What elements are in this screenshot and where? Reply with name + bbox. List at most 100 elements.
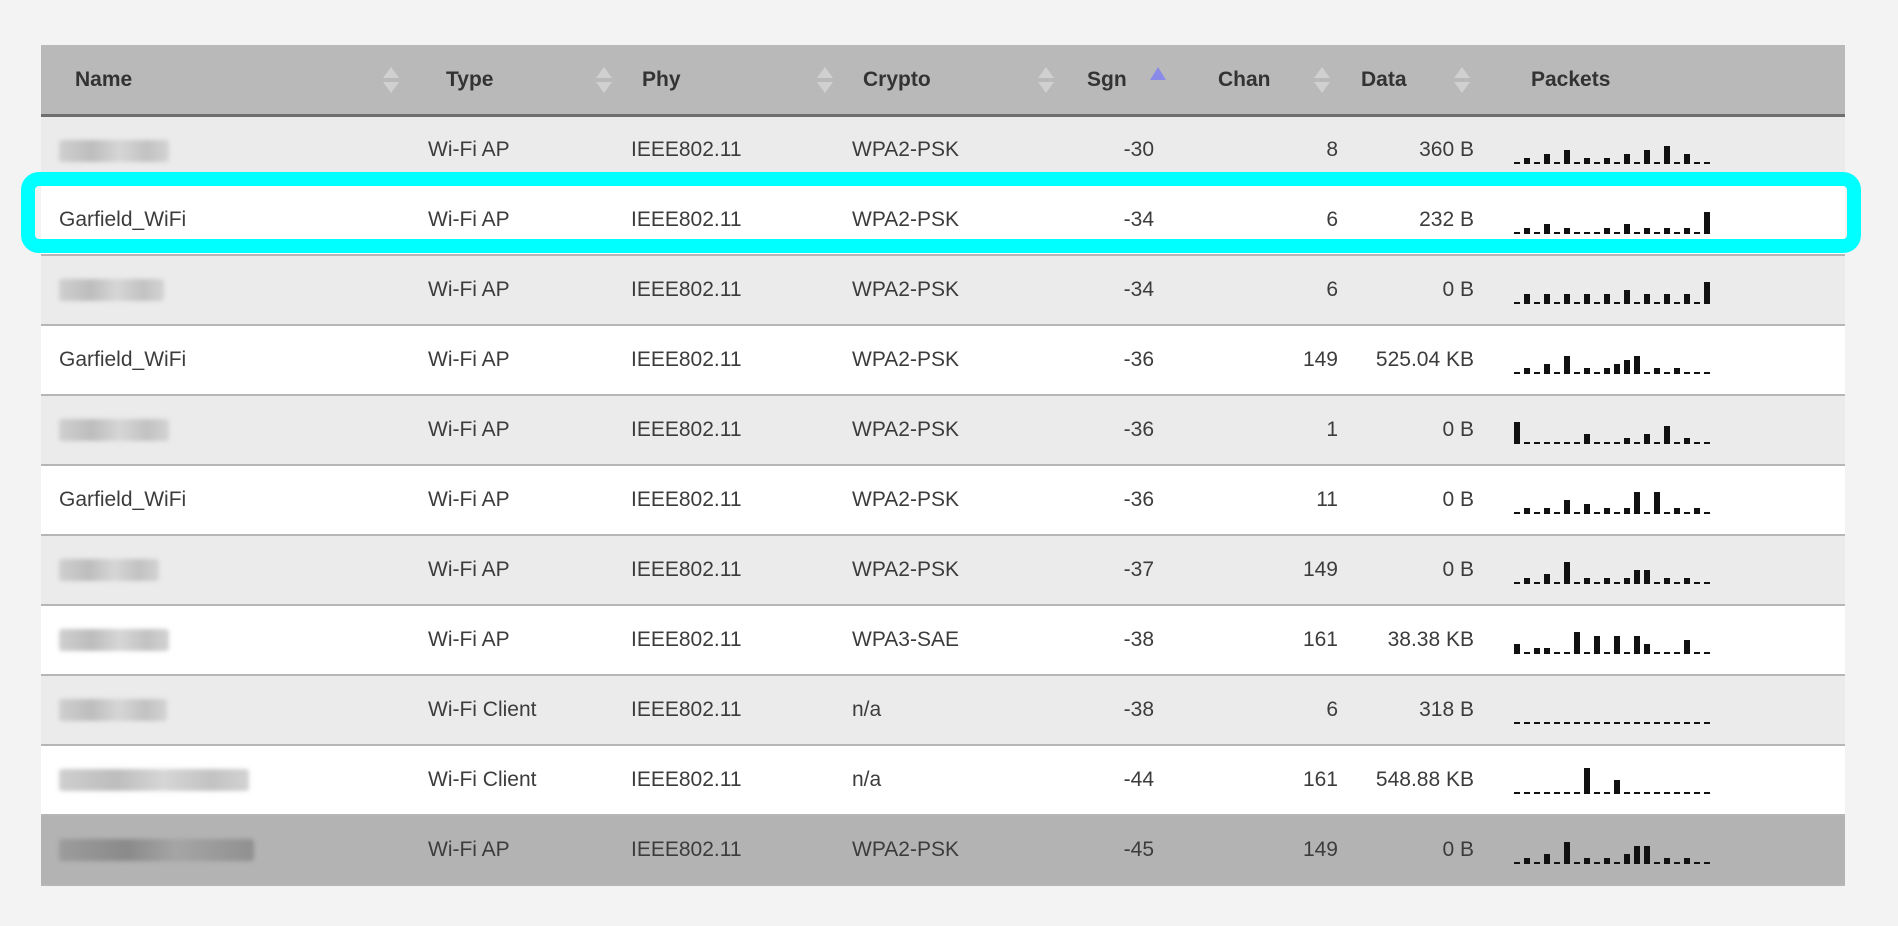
packet-baseline-tick xyxy=(1604,442,1610,444)
devices-table-wrapper: Name Type Phy Crypto Sgn xyxy=(21,45,1861,886)
table-row[interactable]: Wi-Fi AP IEEE802.11 WPA3-SAE -38 161 38.38 KB xyxy=(41,605,1845,675)
cell-name xyxy=(41,395,406,465)
packet-baseline-tick xyxy=(1554,372,1560,374)
packet-baseline-tick xyxy=(1684,372,1690,374)
packet-bar xyxy=(1584,578,1590,584)
packet-baseline-tick xyxy=(1674,792,1680,794)
column-header-phy[interactable]: Phy xyxy=(625,45,846,117)
obscured-name xyxy=(59,629,169,652)
sort-ascending-icon[interactable] xyxy=(1150,67,1166,80)
column-header-sgn[interactable]: Sgn xyxy=(1067,45,1203,117)
packet-baseline-tick xyxy=(1634,162,1640,165)
packet-bar xyxy=(1624,360,1630,374)
packet-baseline-tick xyxy=(1664,792,1670,794)
column-header-label: Data xyxy=(1361,68,1407,91)
cell-name xyxy=(41,745,406,815)
packet-bar xyxy=(1654,368,1660,374)
packet-bar xyxy=(1634,570,1640,584)
packet-bar xyxy=(1584,294,1590,304)
cell-channel: 161 xyxy=(1302,768,1338,791)
cell-crypto: WPA2-PSK xyxy=(852,348,959,371)
packet-bar xyxy=(1674,368,1680,374)
column-header-crypto[interactable]: Crypto xyxy=(846,45,1067,117)
packet-bar xyxy=(1634,356,1640,374)
packet-baseline-tick xyxy=(1604,792,1610,794)
packet-baseline-tick xyxy=(1514,372,1520,374)
table-row[interactable]: Wi-Fi Client IEEE802.11 n/a -44 161 548.88 KB xyxy=(41,745,1845,815)
cell-data: 0 B xyxy=(1442,488,1474,511)
packet-baseline-tick xyxy=(1564,442,1570,444)
sort-icon[interactable] xyxy=(1038,65,1054,97)
packet-bar xyxy=(1664,578,1670,584)
cell-data: 0 B xyxy=(1442,278,1474,301)
cell-packets xyxy=(1501,185,1845,255)
packet-baseline-tick xyxy=(1614,442,1620,444)
column-header-data[interactable]: Data xyxy=(1351,45,1501,117)
cell-signal: -34 xyxy=(1123,278,1154,301)
column-header-label: Crypto xyxy=(863,68,931,91)
packet-baseline-tick xyxy=(1614,722,1620,724)
packet-baseline-tick xyxy=(1514,722,1520,724)
packet-baseline-tick xyxy=(1704,582,1710,584)
packet-baseline-tick xyxy=(1594,372,1600,374)
cell-signal: -36 xyxy=(1123,488,1154,511)
packet-bar xyxy=(1574,632,1580,654)
packet-bar xyxy=(1544,574,1550,584)
cell-data: 0 B xyxy=(1442,558,1474,581)
cell-crypto: WPA2-PSK xyxy=(852,418,959,441)
column-header-packets[interactable]: Packets xyxy=(1501,45,1845,117)
packet-baseline-tick xyxy=(1674,162,1680,165)
packet-baseline-tick xyxy=(1514,512,1520,514)
packet-bar xyxy=(1664,294,1670,304)
column-header-type[interactable]: Type xyxy=(406,45,625,117)
table-row[interactable]: Wi-Fi AP IEEE802.11 WPA2-PSK -36 1 0 B xyxy=(41,395,1845,465)
table-row[interactable]: Wi-Fi AP IEEE802.11 WPA2-PSK -34 6 0 B xyxy=(41,255,1845,325)
table-row[interactable]: Garfield_WiFi Wi-Fi AP IEEE802.11 WPA2-PSK -… xyxy=(41,185,1845,255)
cell-packets xyxy=(1501,535,1845,605)
table-row[interactable]: Wi-Fi AP IEEE802.11 WPA2-PSK -30 8 360 B xyxy=(41,115,1845,185)
table-row[interactable]: Wi-Fi Client IEEE802.11 n/a -38 6 318 B xyxy=(41,675,1845,745)
table-row[interactable]: Wi-Fi AP IEEE802.11 WPA2-PSK -45 149 0 B xyxy=(41,815,1845,885)
sort-icon[interactable] xyxy=(817,65,833,97)
packet-baseline-tick xyxy=(1704,442,1710,444)
packet-sparkline xyxy=(1514,282,1710,304)
column-header-name[interactable]: Name xyxy=(41,45,406,117)
cell-crypto: WPA3-SAE xyxy=(852,628,959,651)
table-row[interactable]: Garfield_WiFi Wi-Fi AP IEEE802.11 WPA2-PSK -… xyxy=(41,325,1845,395)
column-header-label: Type xyxy=(446,68,494,91)
cell-crypto: WPA2-PSK xyxy=(852,138,959,162)
sort-icon[interactable] xyxy=(1314,65,1330,97)
sort-icon[interactable] xyxy=(383,65,399,97)
packet-bar xyxy=(1614,636,1620,654)
packet-baseline-tick xyxy=(1564,792,1570,794)
column-header-chan[interactable]: Chan xyxy=(1203,45,1351,117)
packet-baseline-tick xyxy=(1534,302,1540,304)
packet-baseline-tick xyxy=(1654,302,1660,304)
cell-packets xyxy=(1501,465,1845,535)
packet-baseline-tick xyxy=(1554,162,1560,165)
packet-baseline-tick xyxy=(1694,862,1700,864)
sort-icon[interactable] xyxy=(1454,65,1470,97)
packet-bar xyxy=(1544,648,1550,654)
packet-sparkline xyxy=(1514,492,1710,514)
packet-baseline-tick xyxy=(1624,652,1630,654)
packet-baseline-tick xyxy=(1634,442,1640,444)
packet-baseline-tick xyxy=(1644,792,1650,794)
column-header-label: Chan xyxy=(1218,68,1271,91)
table-row[interactable]: Wi-Fi AP IEEE802.11 WPA2-PSK -37 149 0 B xyxy=(41,535,1845,605)
packet-bar xyxy=(1584,768,1590,794)
cell-type: Wi-Fi AP xyxy=(428,558,510,581)
cell-data: 38.38 KB xyxy=(1387,628,1474,651)
packet-sparkline xyxy=(1514,146,1710,165)
cell-data: 232 B xyxy=(1419,208,1474,231)
cell-crypto: n/a xyxy=(852,768,882,791)
cell-signal: -37 xyxy=(1123,558,1154,581)
column-header-label: Sgn xyxy=(1087,68,1127,91)
packet-baseline-tick xyxy=(1704,652,1710,654)
cell-data: 318 B xyxy=(1419,698,1474,721)
packet-baseline-tick xyxy=(1704,372,1710,374)
packet-baseline-tick xyxy=(1594,792,1600,794)
cell-signal: -44 xyxy=(1123,768,1154,791)
table-row[interactable]: Garfield_WiFi Wi-Fi AP IEEE802.11 WPA2-PSK -… xyxy=(41,465,1845,535)
sort-icon[interactable] xyxy=(596,65,612,97)
